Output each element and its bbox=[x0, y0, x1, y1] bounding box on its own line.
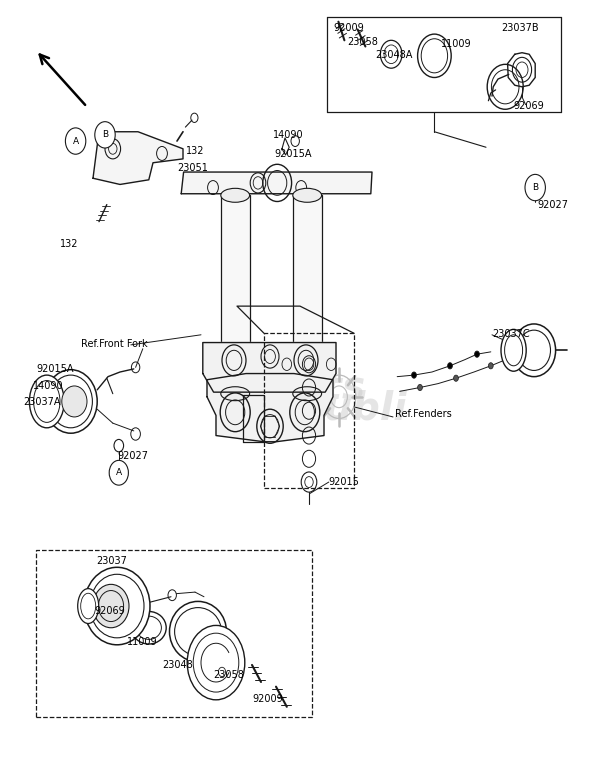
Text: 23037B: 23037B bbox=[501, 23, 539, 33]
Text: republi: republi bbox=[252, 390, 407, 429]
Ellipse shape bbox=[293, 188, 322, 202]
Text: 92015: 92015 bbox=[329, 477, 359, 487]
Polygon shape bbox=[203, 343, 336, 392]
Polygon shape bbox=[282, 138, 289, 155]
Text: 23058: 23058 bbox=[347, 37, 377, 47]
Circle shape bbox=[95, 122, 115, 148]
Polygon shape bbox=[207, 374, 333, 442]
Circle shape bbox=[512, 352, 517, 358]
Circle shape bbox=[525, 174, 545, 201]
Polygon shape bbox=[508, 53, 535, 87]
Circle shape bbox=[65, 128, 86, 154]
Text: 92009: 92009 bbox=[333, 23, 364, 33]
Text: 23048: 23048 bbox=[162, 660, 193, 670]
Bar bbox=[293, 195, 322, 394]
Text: A: A bbox=[73, 136, 79, 146]
Text: Parts: Parts bbox=[252, 368, 365, 407]
Circle shape bbox=[454, 375, 458, 381]
Text: 14090: 14090 bbox=[33, 381, 64, 391]
Circle shape bbox=[412, 372, 416, 378]
Circle shape bbox=[109, 460, 128, 485]
Ellipse shape bbox=[221, 188, 250, 202]
Circle shape bbox=[475, 351, 479, 357]
Text: 23048A: 23048A bbox=[375, 50, 412, 60]
Text: B: B bbox=[102, 130, 108, 140]
Text: Ref.Front Fork: Ref.Front Fork bbox=[81, 339, 148, 350]
Text: 92069: 92069 bbox=[513, 101, 544, 111]
Text: 132: 132 bbox=[186, 146, 205, 156]
Ellipse shape bbox=[501, 329, 526, 371]
Text: 92027: 92027 bbox=[537, 200, 568, 210]
Circle shape bbox=[418, 384, 422, 391]
Ellipse shape bbox=[221, 387, 250, 401]
Text: 11009: 11009 bbox=[127, 637, 158, 647]
Ellipse shape bbox=[293, 387, 322, 401]
Circle shape bbox=[187, 625, 245, 700]
Text: 14090: 14090 bbox=[273, 130, 304, 140]
Bar bbox=[221, 195, 250, 394]
Text: B: B bbox=[532, 183, 538, 192]
Text: 92015A: 92015A bbox=[275, 149, 313, 159]
Text: 11009: 11009 bbox=[441, 39, 472, 49]
Polygon shape bbox=[181, 172, 372, 194]
Text: 23037: 23037 bbox=[96, 556, 127, 566]
Text: Ref.Fenders: Ref.Fenders bbox=[395, 409, 452, 419]
Text: 92015A: 92015A bbox=[36, 364, 74, 374]
Text: 92027: 92027 bbox=[117, 451, 148, 461]
Ellipse shape bbox=[93, 584, 129, 628]
Circle shape bbox=[488, 363, 493, 369]
Ellipse shape bbox=[512, 324, 556, 377]
Circle shape bbox=[448, 363, 452, 369]
Text: 23051: 23051 bbox=[177, 163, 208, 173]
Text: 92069: 92069 bbox=[95, 606, 125, 616]
Text: 92009: 92009 bbox=[252, 694, 283, 704]
Ellipse shape bbox=[62, 386, 87, 417]
Text: A: A bbox=[116, 468, 122, 477]
Ellipse shape bbox=[44, 370, 97, 433]
Text: 132: 132 bbox=[60, 239, 79, 249]
Ellipse shape bbox=[84, 567, 150, 645]
Polygon shape bbox=[93, 132, 183, 184]
Text: 23037C: 23037C bbox=[492, 329, 530, 339]
Text: 23037A: 23037A bbox=[23, 397, 60, 407]
Text: 23058: 23058 bbox=[213, 670, 244, 680]
Ellipse shape bbox=[29, 375, 64, 428]
Ellipse shape bbox=[78, 589, 99, 623]
